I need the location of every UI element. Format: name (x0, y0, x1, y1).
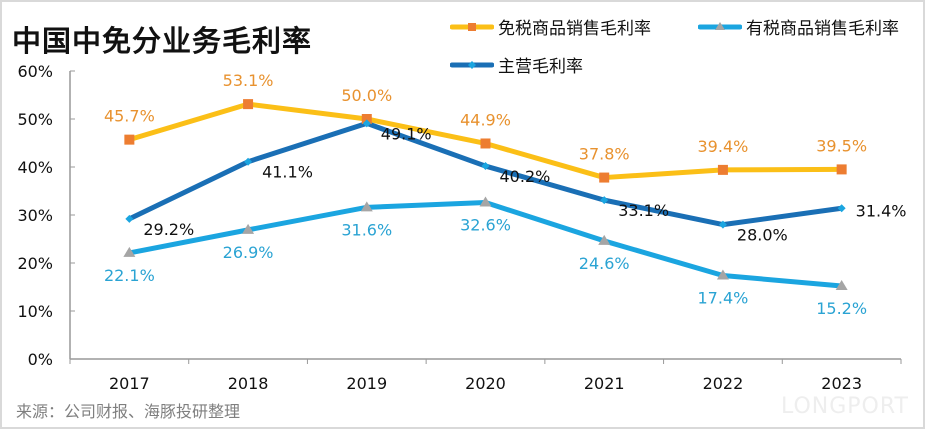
legend-label-duty-paid: 有税商品销售毛利率 (746, 19, 899, 39)
data-point-marker (716, 269, 729, 280)
data-label: 44.9% (460, 110, 511, 129)
y-tick-label: 40% (17, 158, 53, 177)
x-tick-label: 2020 (465, 374, 506, 393)
legend-label-duty-free: 免税商品销售毛利率 (498, 19, 651, 39)
legend-swatch-main (450, 60, 494, 69)
data-point-marker (242, 223, 255, 234)
y-tick-label: 50% (17, 110, 53, 129)
y-tick-label: 60% (17, 62, 53, 81)
data-label: 37.8% (579, 145, 630, 164)
data-label: 33.1% (618, 201, 669, 220)
data-label: 22.1% (104, 266, 155, 285)
data-point-marker (361, 114, 372, 124)
data-point-marker (836, 164, 847, 175)
legend-item-main: 主营毛利率 (450, 52, 583, 77)
data-point-marker (243, 99, 254, 110)
x-tick-label: 2022 (703, 374, 744, 393)
x-tick-label: 2021 (584, 374, 625, 393)
data-label: 31.4% (856, 201, 907, 220)
chart-title: 中国中免分业务毛利率 (12, 24, 313, 58)
data-label: 32.6% (460, 216, 511, 235)
legend-item-duty-paid: 有税商品销售毛利率 (698, 14, 899, 39)
data-point-marker (123, 246, 136, 257)
data-label: 40.2% (500, 167, 551, 186)
data-label: 17.4% (698, 288, 749, 307)
legend-item-duty-free: 免税商品销售毛利率 (450, 14, 651, 39)
data-point-marker (125, 214, 134, 223)
legend-swatch-duty-paid (698, 21, 742, 30)
data-label: 15.2% (816, 299, 867, 318)
data-label: 31.6% (341, 220, 392, 239)
data-label: 50.0% (341, 86, 392, 105)
legend-swatch-duty-free (450, 22, 494, 31)
x-tick-label: 2018 (228, 374, 269, 393)
data-label: 49.1% (381, 124, 432, 143)
data-label: 45.7% (104, 107, 155, 126)
data-point-marker (837, 204, 846, 213)
legend-label-main: 主营毛利率 (498, 57, 583, 77)
data-point-marker (598, 234, 611, 245)
data-point-marker (480, 138, 491, 149)
y-tick-label: 10% (17, 302, 53, 321)
data-point-marker (244, 157, 253, 166)
data-label: 28.0% (737, 226, 788, 245)
data-point-marker (481, 162, 490, 171)
y-tick-label: 20% (17, 254, 53, 273)
watermark: LONGPORT (780, 394, 909, 419)
data-point-marker (835, 280, 848, 291)
data-label: 53.1% (223, 71, 274, 90)
x-tick-label: 2019 (346, 374, 387, 393)
data-point-marker (124, 134, 135, 145)
data-point-marker (600, 196, 609, 205)
data-point-marker (360, 201, 373, 212)
data-point-marker (718, 220, 727, 229)
data-label: 39.4% (698, 137, 749, 156)
data-label: 29.2% (143, 220, 194, 239)
data-point-marker (479, 196, 492, 207)
source-note: 来源：公司财报、海豚投研整理 (16, 402, 241, 421)
data-point-marker (599, 172, 610, 183)
data-point-marker (362, 119, 371, 128)
data-label: 39.5% (816, 136, 867, 155)
y-tick-label: 0% (28, 350, 53, 369)
x-tick-label: 2023 (821, 374, 862, 393)
data-label: 26.9% (223, 243, 274, 262)
data-label: 24.6% (579, 254, 630, 273)
y-tick-label: 30% (17, 206, 53, 225)
data-point-marker (717, 164, 728, 175)
x-tick-label: 2017 (109, 374, 150, 393)
data-label: 41.1% (262, 163, 313, 182)
